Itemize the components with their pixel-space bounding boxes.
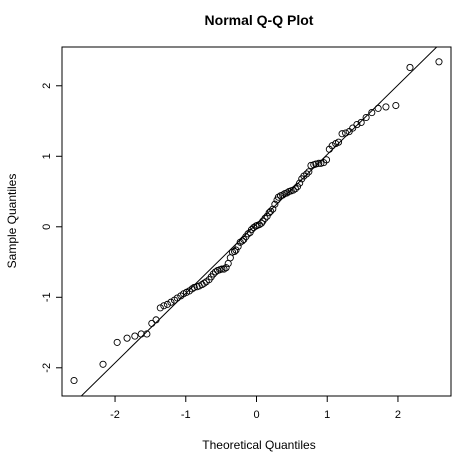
data-point	[271, 200, 279, 208]
data-point	[247, 226, 256, 234]
data-point	[218, 265, 226, 273]
data-point	[257, 219, 266, 227]
data-point	[222, 264, 230, 272]
data-point	[312, 160, 320, 168]
data-point	[435, 58, 443, 66]
y-tick-label: -2	[41, 363, 53, 373]
y-tick-label: 2	[41, 83, 53, 89]
data-point	[317, 159, 325, 167]
data-point	[163, 300, 171, 308]
data-point	[289, 186, 297, 194]
data-point	[293, 183, 302, 191]
y-axis: -2 -1 0 1 2	[41, 83, 62, 373]
data-point	[113, 338, 121, 346]
data-point	[362, 113, 370, 122]
data-point	[265, 209, 273, 217]
x-tick-label: 1	[324, 409, 330, 421]
data-point	[349, 124, 357, 132]
data-point	[328, 142, 336, 150]
data-point	[148, 319, 156, 327]
data-point	[406, 63, 414, 71]
data-point	[307, 161, 315, 169]
data-point	[263, 212, 271, 220]
data-point	[156, 304, 164, 312]
data-point	[283, 189, 291, 197]
chart-title: Normal Q-Q Plot	[205, 12, 314, 28]
data-point	[392, 101, 400, 110]
data-point	[267, 207, 275, 215]
data-point	[99, 360, 107, 368]
data-point	[131, 332, 139, 340]
data-point	[70, 376, 78, 385]
x-tick-label: 0	[253, 409, 259, 421]
data-point	[250, 223, 258, 232]
data-point	[231, 247, 239, 256]
data-point	[160, 302, 168, 310]
data-point	[322, 156, 331, 164]
x-axis-label: Theoretical Quantiles	[202, 438, 315, 452]
data-point	[357, 118, 365, 126]
data-point	[291, 185, 299, 193]
data-point	[143, 330, 151, 338]
data-point	[173, 294, 181, 302]
data-point	[345, 128, 353, 136]
x-tick-label: 2	[395, 409, 401, 421]
data-point	[234, 242, 242, 251]
data-point	[315, 159, 323, 167]
data-point	[342, 129, 350, 137]
data-point	[209, 270, 217, 278]
x-tick-label: -1	[181, 409, 191, 421]
data-point	[368, 109, 376, 117]
y-tick-label: 0	[41, 224, 53, 230]
data-point	[269, 205, 277, 213]
data-point	[255, 221, 263, 229]
data-point	[279, 191, 287, 199]
data-point	[238, 237, 246, 245]
data-point	[211, 268, 220, 276]
data-point	[152, 316, 160, 324]
data-point	[274, 193, 282, 201]
x-tick-label: -2	[110, 409, 120, 421]
y-axis-label: Sample Quantiles	[5, 174, 19, 269]
data-point	[374, 104, 382, 112]
data-point	[167, 298, 175, 306]
data-point	[232, 246, 240, 254]
data-point	[382, 103, 390, 111]
x-axis: -2 -1 0 1 2	[110, 396, 401, 421]
data-point	[261, 214, 269, 222]
data-point	[220, 265, 228, 273]
data-point	[296, 179, 304, 187]
data-point	[338, 130, 346, 138]
data-point	[305, 168, 313, 176]
data-point	[334, 138, 343, 146]
data-point	[137, 330, 145, 338]
data-point	[244, 230, 252, 238]
y-tick-label: -1	[41, 292, 53, 302]
data-points	[70, 58, 443, 385]
data-point	[353, 121, 361, 129]
data-point	[200, 279, 208, 287]
data-point	[303, 170, 311, 178]
data-point	[190, 283, 198, 291]
y-tick-label: 1	[41, 153, 53, 159]
data-point	[123, 334, 131, 342]
